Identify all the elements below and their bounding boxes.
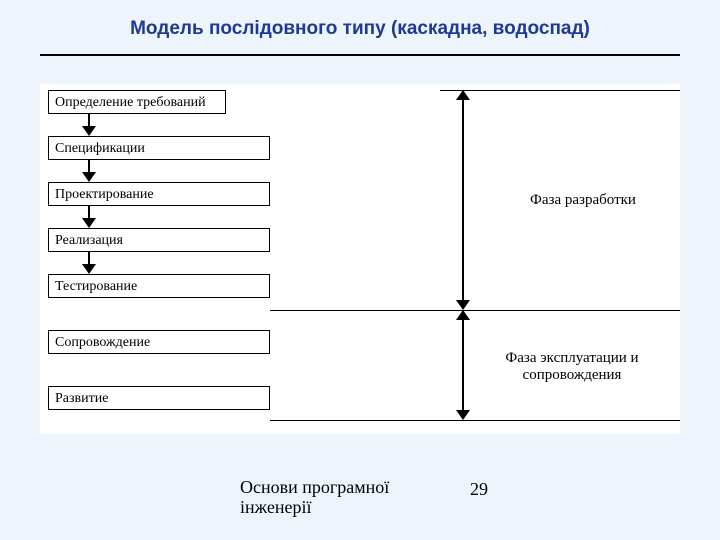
stage-box: Тестирование	[48, 274, 270, 298]
slide-title: Модель послідовного типу (каскадна, водо…	[50, 18, 670, 40]
waterfall-diagram: Определение требований Спецификации Проект…	[40, 84, 680, 434]
title-divider	[40, 54, 680, 56]
phase-label: Фаза эксплуатации и сопровождения	[472, 350, 672, 384]
phase-label: Фаза разработки	[498, 192, 668, 209]
phase-range-arrow-icon	[456, 310, 470, 420]
footer-page-number: 29	[470, 479, 488, 500]
phase-range-arrow-icon	[456, 90, 470, 310]
stage-box: Реализация	[48, 228, 270, 252]
slide: Модель послідовного типу (каскадна, водо…	[0, 0, 720, 540]
stage-box: Определение требований	[48, 90, 226, 114]
down-arrow-icon	[82, 160, 96, 182]
phase-divider-line	[270, 310, 680, 311]
down-arrow-icon	[82, 114, 96, 136]
down-arrow-icon	[82, 206, 96, 228]
down-arrow-icon	[82, 252, 96, 274]
stage-box: Развитие	[48, 386, 270, 410]
stage-box: Проектирование	[48, 182, 270, 206]
footer-course: Основи програмної інженерії	[240, 477, 460, 518]
phase-divider-line	[270, 420, 680, 421]
stage-box: Сопровождение	[48, 330, 270, 354]
phase-divider-line	[440, 90, 680, 91]
stage-box: Спецификации	[48, 136, 270, 160]
